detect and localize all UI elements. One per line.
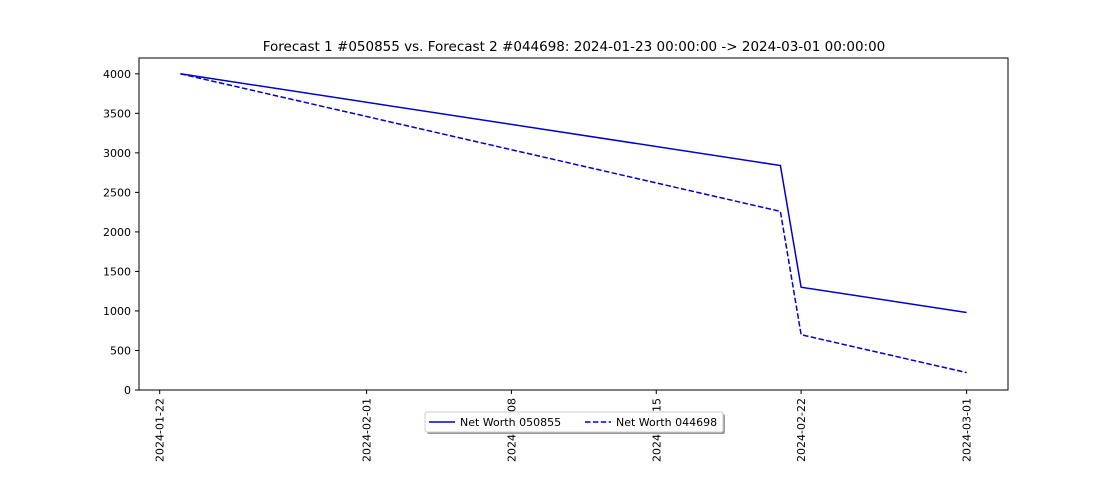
chart-title: Forecast 1 #050855 vs. Forecast 2 #04469…	[263, 39, 886, 55]
axes: 0 500 1000 1500 2000 2500 3000 3500 4000 2024-01-…	[103, 68, 974, 462]
x-tick-label: 2024-02-01	[361, 398, 374, 462]
y-tick-label: 3000	[103, 147, 131, 160]
legend: Net Worth 050855 Net Worth 044698	[424, 411, 725, 434]
x-tick-label: 2024-03-01	[961, 398, 974, 462]
series-line-2	[180, 73, 967, 374]
legend-label-2: Net Worth 044698	[616, 416, 717, 429]
y-tick-label: 2500	[103, 186, 131, 199]
y-tick-label: 1000	[103, 305, 131, 318]
y-tick-label: 1500	[103, 265, 131, 278]
legend-box	[424, 411, 724, 433]
legend-label-1: Net Worth 050855	[460, 416, 561, 429]
y-tick-label: 2000	[103, 226, 131, 239]
x-tick-label: 2024-01-22	[154, 398, 167, 462]
y-tick-label: 4000	[103, 68, 131, 81]
y-tick-label: 3500	[103, 107, 131, 120]
y-tick-label: 500	[110, 344, 131, 357]
plot-area-frame	[138, 57, 1009, 391]
series-lines	[180, 73, 967, 374]
series-line-1	[180, 73, 967, 314]
y-tick-label: 0	[124, 384, 131, 397]
x-tick-label: 2024-02-22	[795, 398, 808, 462]
